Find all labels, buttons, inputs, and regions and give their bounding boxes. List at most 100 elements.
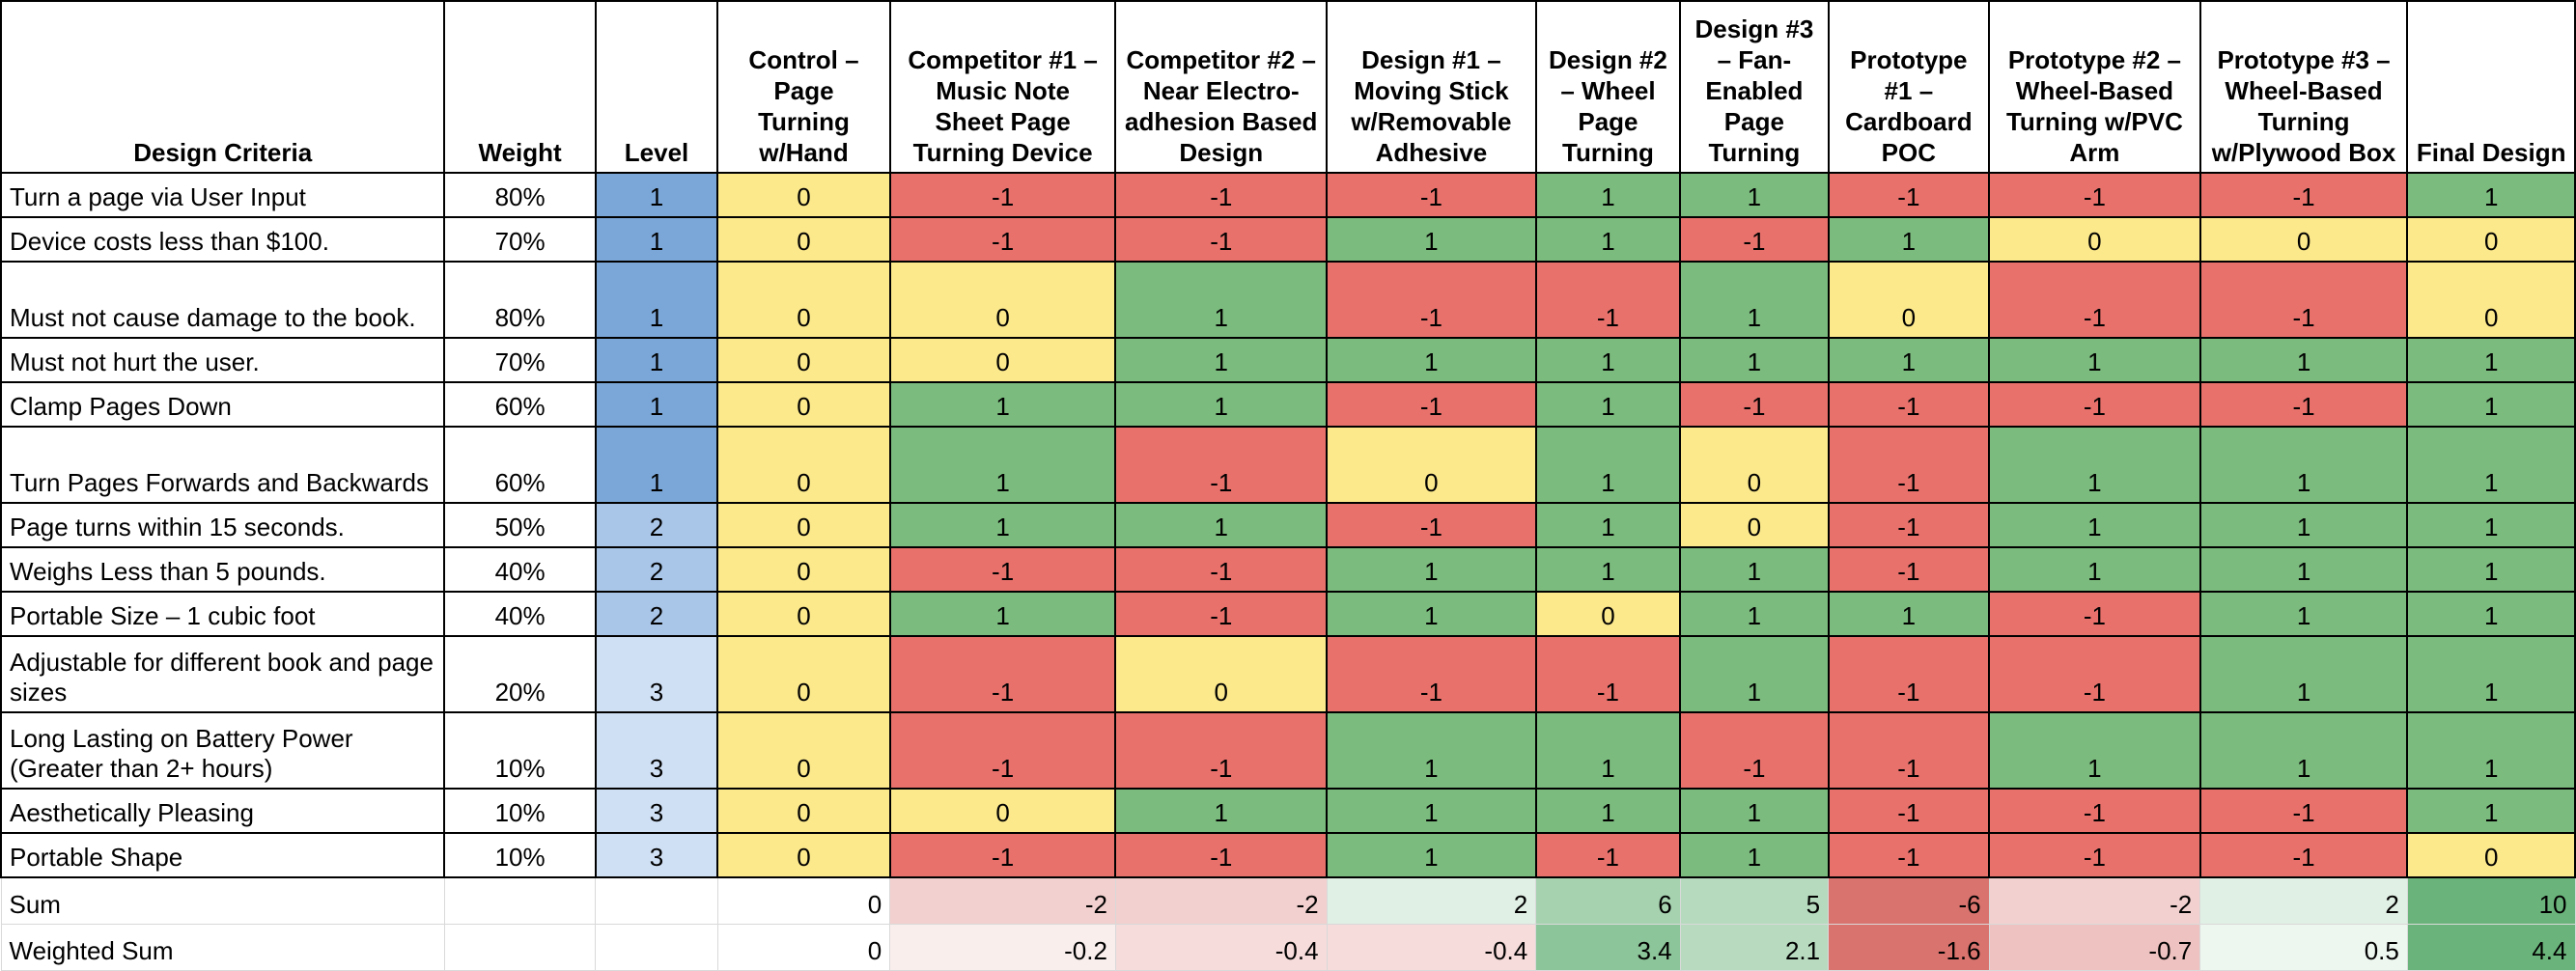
header-weight[interactable]: Weight bbox=[443, 0, 597, 174]
criteria-cell[interactable]: Must not hurt the user. bbox=[0, 337, 446, 383]
score-cell[interactable]: 0 bbox=[1326, 426, 1537, 504]
weight-cell[interactable]: 40% bbox=[443, 546, 597, 593]
level-cell[interactable]: 2 bbox=[594, 502, 719, 548]
level-cell[interactable]: 1 bbox=[594, 426, 719, 504]
score-cell[interactable]: 1 bbox=[2406, 635, 2576, 713]
sum-cell[interactable]: 10 bbox=[2406, 876, 2576, 925]
score-cell[interactable]: 0 bbox=[716, 172, 891, 218]
weighted-sum-cell[interactable]: 0 bbox=[716, 924, 891, 971]
criteria-cell[interactable]: Long Lasting on Battery Power (Greater t… bbox=[0, 711, 446, 790]
score-cell[interactable]: 1 bbox=[1114, 788, 1329, 834]
criteria-cell[interactable]: Turn a page via User Input bbox=[0, 172, 446, 218]
score-cell[interactable]: -1 bbox=[1988, 832, 2201, 878]
weight-cell[interactable]: 50% bbox=[443, 502, 597, 548]
score-cell[interactable]: 1 bbox=[1326, 591, 1537, 637]
score-cell[interactable]: 1 bbox=[1988, 426, 2201, 504]
criteria-cell[interactable]: Portable Size – 1 cubic foot bbox=[0, 591, 446, 637]
header-option-prototype-3[interactable]: Prototype #3 – Wheel-Based Turning w/Ply… bbox=[2198, 0, 2409, 174]
score-cell[interactable]: -1 bbox=[1326, 381, 1537, 428]
weighted-sum-cell[interactable]: 3.4 bbox=[1535, 924, 1681, 971]
score-cell[interactable]: -1 bbox=[1679, 216, 1830, 263]
score-cell[interactable]: -1 bbox=[1326, 502, 1537, 548]
score-cell[interactable]: 1 bbox=[1679, 172, 1830, 218]
score-cell[interactable]: -1 bbox=[1679, 711, 1830, 790]
score-cell[interactable]: 1 bbox=[2198, 635, 2409, 713]
score-cell[interactable]: 1 bbox=[1988, 711, 2201, 790]
weighted-sum-weight-cell[interactable] bbox=[443, 924, 597, 971]
score-cell[interactable]: -1 bbox=[888, 832, 1117, 878]
score-cell[interactable]: 1 bbox=[1827, 337, 1991, 383]
score-cell[interactable]: 1 bbox=[1679, 635, 1830, 713]
weighted-sum-cell[interactable]: -0.4 bbox=[1114, 924, 1328, 971]
score-cell[interactable]: 0 bbox=[716, 711, 891, 790]
score-cell[interactable]: 1 bbox=[1534, 216, 1682, 263]
score-cell[interactable]: 1 bbox=[1534, 172, 1682, 218]
weight-cell[interactable]: 40% bbox=[443, 591, 597, 637]
score-cell[interactable]: 1 bbox=[2406, 381, 2576, 428]
level-cell[interactable]: 1 bbox=[594, 172, 719, 218]
score-cell[interactable]: 0 bbox=[716, 216, 891, 263]
score-cell[interactable]: 1 bbox=[2198, 502, 2409, 548]
sum-cell[interactable]: 2 bbox=[1326, 876, 1537, 925]
score-cell[interactable]: 1 bbox=[888, 426, 1117, 504]
weight-cell[interactable]: 10% bbox=[443, 832, 597, 878]
score-cell[interactable]: -1 bbox=[888, 711, 1117, 790]
score-cell[interactable]: 0 bbox=[716, 381, 891, 428]
criteria-cell[interactable]: Clamp Pages Down bbox=[0, 381, 446, 428]
score-cell[interactable]: -1 bbox=[1827, 711, 1991, 790]
score-cell[interactable]: 0 bbox=[2406, 832, 2576, 878]
score-cell[interactable]: -1 bbox=[1534, 635, 1682, 713]
score-cell[interactable]: -1 bbox=[1534, 261, 1682, 339]
score-cell[interactable]: 1 bbox=[1114, 337, 1329, 383]
score-cell[interactable]: 1 bbox=[2198, 546, 2409, 593]
score-cell[interactable]: -1 bbox=[1988, 172, 2201, 218]
level-cell[interactable]: 3 bbox=[594, 711, 719, 790]
score-cell[interactable]: -1 bbox=[1326, 635, 1537, 713]
weight-cell[interactable]: 70% bbox=[443, 216, 597, 263]
score-cell[interactable]: -1 bbox=[2198, 261, 2409, 339]
weight-cell[interactable]: 60% bbox=[443, 426, 597, 504]
score-cell[interactable]: 1 bbox=[888, 591, 1117, 637]
score-cell[interactable]: 1 bbox=[2198, 426, 2409, 504]
score-cell[interactable]: -1 bbox=[1326, 172, 1537, 218]
header-option-competitor-1[interactable]: Competitor #1 – Music Note Sheet Page Tu… bbox=[888, 0, 1117, 174]
level-cell[interactable]: 1 bbox=[594, 337, 719, 383]
score-cell[interactable]: 1 bbox=[2198, 591, 2409, 637]
score-cell[interactable]: 0 bbox=[1679, 502, 1830, 548]
score-cell[interactable]: 1 bbox=[1827, 591, 1991, 637]
score-cell[interactable]: -1 bbox=[2198, 788, 2409, 834]
header-option-design-3[interactable]: Design #3 – Fan-Enabled Page Turning bbox=[1679, 0, 1830, 174]
score-cell[interactable]: 0 bbox=[1988, 216, 2201, 263]
score-cell[interactable]: 1 bbox=[2406, 546, 2576, 593]
score-cell[interactable]: 1 bbox=[1326, 788, 1537, 834]
score-cell[interactable]: -1 bbox=[1827, 832, 1991, 878]
sum-level-cell[interactable] bbox=[595, 876, 718, 925]
criteria-cell[interactable]: Weighs Less than 5 pounds. bbox=[0, 546, 446, 593]
score-cell[interactable]: -1 bbox=[888, 635, 1117, 713]
weight-cell[interactable]: 20% bbox=[443, 635, 597, 713]
header-option-prototype-1[interactable]: Prototype #1 – Cardboard POC bbox=[1827, 0, 1991, 174]
weight-cell[interactable]: 60% bbox=[443, 381, 597, 428]
header-level[interactable]: Level bbox=[594, 0, 719, 174]
score-cell[interactable]: -1 bbox=[2198, 381, 2409, 428]
score-cell[interactable]: 0 bbox=[1679, 426, 1830, 504]
score-cell[interactable]: -1 bbox=[1534, 832, 1682, 878]
score-cell[interactable]: -1 bbox=[1114, 711, 1329, 790]
level-cell[interactable]: 1 bbox=[594, 381, 719, 428]
weighted-sum-cell[interactable]: -0.4 bbox=[1326, 924, 1537, 971]
sum-cell[interactable]: 5 bbox=[1679, 876, 1830, 925]
score-cell[interactable]: -1 bbox=[1326, 261, 1537, 339]
weighted-sum-cell[interactable]: 2.1 bbox=[1679, 924, 1830, 971]
score-cell[interactable]: 1 bbox=[1988, 337, 2201, 383]
criteria-cell[interactable]: Adjustable for different book and page s… bbox=[0, 635, 446, 713]
score-cell[interactable]: 1 bbox=[1114, 502, 1329, 548]
score-cell[interactable]: 1 bbox=[2198, 337, 2409, 383]
sum-weight-cell[interactable] bbox=[443, 876, 597, 925]
score-cell[interactable]: 1 bbox=[1534, 381, 1682, 428]
score-cell[interactable]: 1 bbox=[888, 381, 1117, 428]
score-cell[interactable]: 1 bbox=[1679, 337, 1830, 383]
score-cell[interactable]: 0 bbox=[716, 635, 891, 713]
header-option-final-design[interactable]: Final Design bbox=[2406, 0, 2576, 174]
weight-cell[interactable]: 80% bbox=[443, 172, 597, 218]
header-option-design-1[interactable]: Design #1 – Moving Stick w/Removable Adh… bbox=[1326, 0, 1537, 174]
